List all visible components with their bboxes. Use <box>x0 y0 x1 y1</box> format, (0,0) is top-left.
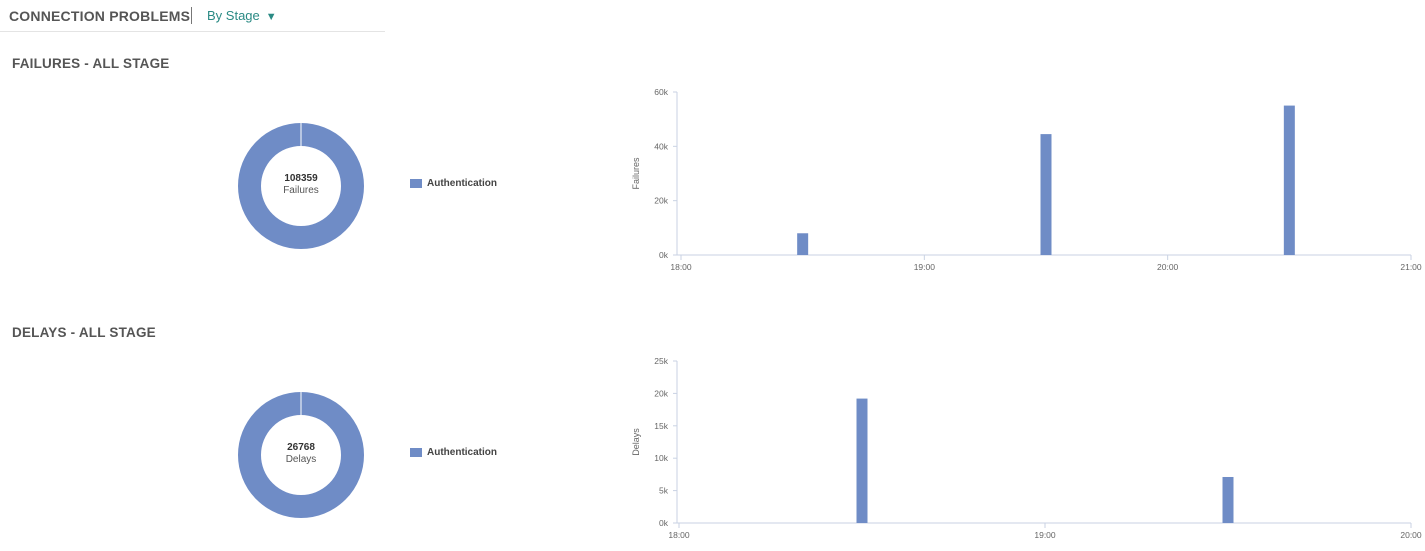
delays-x-tick-label: 20:00 <box>1400 530 1422 540</box>
failures-bar-0[interactable] <box>797 233 809 255</box>
delays-y-tick-label: 25k <box>654 356 668 366</box>
delays-total-label: Delays <box>285 454 317 465</box>
delays-y-tick-label: 5k <box>659 486 669 496</box>
delays-bar-0[interactable] <box>856 398 868 523</box>
failures-y-axis-title: Failures <box>631 157 641 190</box>
failures-y-tick-label: 20k <box>654 196 668 206</box>
delays-y-tick-label: 15k <box>654 421 668 431</box>
failures-x-tick-label: 20:00 <box>1157 262 1179 272</box>
delays-legend-item[interactable]: Authentication <box>410 447 497 458</box>
delays-bar-1[interactable] <box>1222 476 1234 523</box>
delays-total-value: 26768 <box>287 442 315 453</box>
legend-swatch <box>410 179 422 188</box>
failures-total-label: Failures <box>283 185 319 196</box>
page-header: CONNECTION PROBLEMS By Stage ▼ <box>0 0 385 32</box>
delays-legend-label: Authentication <box>427 447 497 458</box>
caret-down-icon: ▼ <box>265 11 277 23</box>
delays-section-title: DELAYS - ALL STAGE <box>12 325 156 340</box>
failures-section-title: FAILURES - ALL STAGE <box>12 56 170 71</box>
delays-y-tick-label: 20k <box>654 388 668 398</box>
failures-bar-chart: 0k 20k 40k 60k Failures 18:00 19:00 20:00 21:00 <box>631 87 1422 272</box>
delays-x-tick-label: 18:00 <box>668 530 690 540</box>
delays-bar-chart: 0k 5k 10k 15k 20k 25k Delays 18:00 19:00 20:00 <box>631 356 1422 540</box>
delays-y-axis-title: Delays <box>631 428 641 456</box>
failures-total-value: 108359 <box>284 173 318 184</box>
delays-donut-center: 26768 Delays <box>261 442 341 466</box>
page-title: CONNECTION PROBLEMS <box>9 8 191 24</box>
delays-y-tick-label: 0k <box>659 518 669 528</box>
delays-donut-chart <box>238 391 364 518</box>
failures-y-tick-label: 0k <box>659 250 669 260</box>
delays-x-tick-label: 19:00 <box>1034 530 1056 540</box>
failures-x-tick-label: 19:00 <box>914 262 936 272</box>
failures-legend-label: Authentication <box>427 178 497 189</box>
failures-legend-item[interactable]: Authentication <box>410 178 497 189</box>
failures-donut-chart <box>238 122 364 249</box>
failures-bar-1[interactable] <box>1040 134 1052 255</box>
failures-y-tick-label: 60k <box>654 87 668 97</box>
legend-swatch <box>410 448 422 457</box>
failures-x-tick-label: 21:00 <box>1400 262 1422 272</box>
failures-donut-center: 108359 Failures <box>261 173 341 197</box>
stage-dropdown-label: By Stage <box>207 8 260 23</box>
header-divider <box>191 7 192 24</box>
stage-dropdown[interactable]: By Stage ▼ <box>207 8 277 23</box>
failures-x-tick-label: 18:00 <box>670 262 692 272</box>
failures-bar-2[interactable] <box>1283 105 1295 255</box>
delays-y-tick-label: 10k <box>654 453 668 463</box>
failures-y-tick-label: 40k <box>654 141 668 151</box>
